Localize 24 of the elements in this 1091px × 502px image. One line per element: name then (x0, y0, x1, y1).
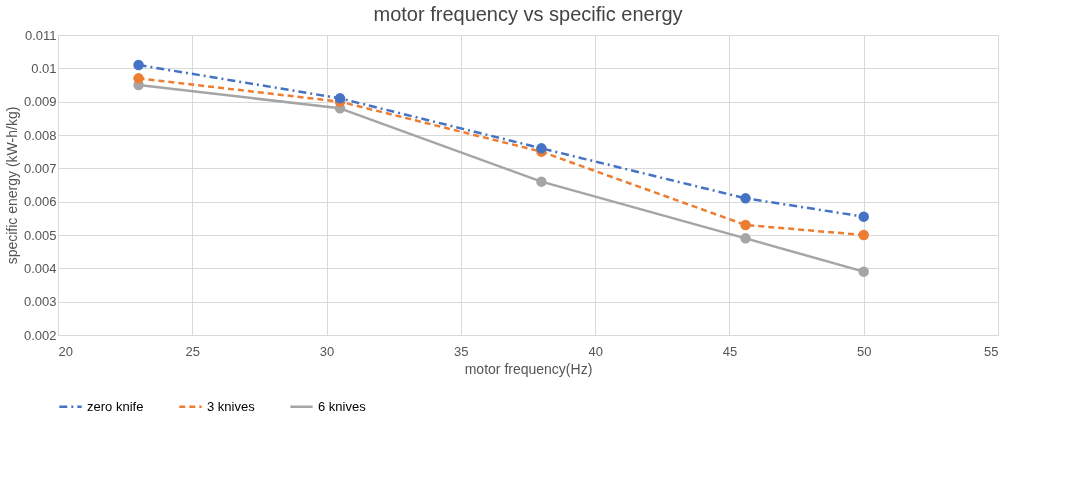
x-tick-label: 20 (58, 343, 73, 359)
y-tick-label: 0.004 (23, 260, 57, 276)
x-tick-label: 25 (185, 343, 201, 359)
legend-label: 3 knives (207, 398, 256, 414)
legend-label: 6 knives (318, 398, 367, 414)
x-axis-title: motor frequency(Hz) (464, 360, 593, 377)
chart-title: motor frequency vs specific energy (373, 3, 683, 25)
y-tick-label: 0.003 (23, 294, 57, 310)
x-tick-label: 55 (984, 343, 999, 359)
y-tick-label: 0.01 (31, 60, 57, 76)
x-tick-label: 50 (856, 343, 872, 359)
y-axis-title: specific energy (kW-h/kg) (3, 106, 20, 265)
y-tick-label: 0.009 (23, 94, 57, 110)
x-tick-label: 30 (319, 343, 335, 359)
y-tick-label: 0.011 (24, 27, 57, 43)
y-tick-label: 0.005 (23, 227, 57, 243)
y-tick-label: 0.002 (23, 327, 57, 343)
y-tick-label: 0.007 (23, 160, 57, 176)
y-tick-label: 0.008 (23, 127, 57, 143)
x-tick-label: 45 (722, 343, 738, 359)
legend-label: zero knife (87, 398, 144, 414)
x-tick-label: 40 (588, 343, 603, 359)
y-tick-label: 0.006 (23, 194, 57, 210)
x-tick-label: 35 (454, 343, 469, 359)
